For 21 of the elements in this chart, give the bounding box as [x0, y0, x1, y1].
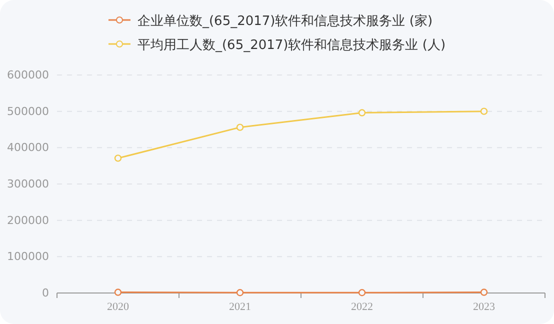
- y-tick-label: 200000: [7, 214, 49, 227]
- point: [480, 288, 488, 296]
- legend-label: 平均用工人数_(65_2017)软件和信息技术服务业 (人): [137, 38, 446, 53]
- legend-label: 企业单位数_(65_2017)软件和信息技术服务业 (家): [137, 13, 433, 29]
- y-tick-label: 300000: [7, 178, 49, 191]
- x-tick-label: 2021: [229, 300, 251, 313]
- point: [236, 124, 244, 131]
- point: [358, 109, 366, 116]
- x-tick-label: 2020: [107, 300, 130, 313]
- point: [114, 154, 122, 162]
- point: [358, 289, 366, 296]
- point: [236, 289, 244, 296]
- point: [480, 108, 488, 115]
- x-tick-label: 2023: [473, 300, 496, 313]
- point: [114, 288, 122, 296]
- y-tick-label: 500000: [7, 104, 49, 118]
- y-tick-label: 0: [42, 286, 49, 300]
- y-tick-label: 600000: [7, 68, 49, 82]
- x-tick-label: 2022: [351, 300, 373, 313]
- y-tick-label: 400000: [7, 141, 49, 154]
- y-tick-label: 100000: [7, 250, 49, 264]
